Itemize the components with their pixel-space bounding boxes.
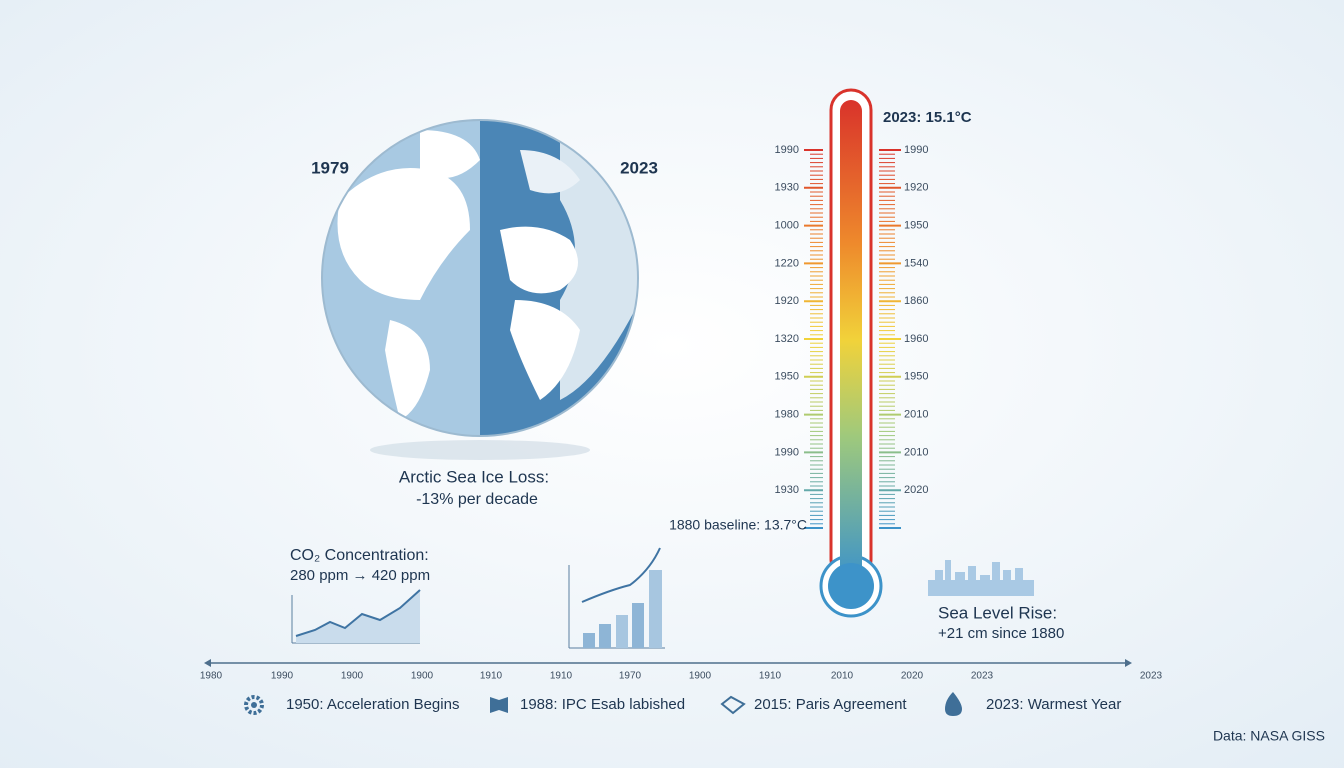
- timeline-label: 2023: [971, 671, 994, 682]
- left-scale-label: 1320: [775, 333, 799, 345]
- timeline-label: 1900: [689, 671, 712, 682]
- co2-subtitle: 280 ppm → 420 ppm: [290, 567, 430, 584]
- right-scale-label: 1950: [904, 371, 928, 383]
- right-scale-label: 2020: [904, 484, 928, 496]
- thermometer-ticks: 1990 1930 1000 1220 1920 1320 1950 1980 1990 1930…: [775, 144, 928, 529]
- left-scale-label: 1920: [775, 295, 799, 307]
- thermometer-baseline-label: 1880 baseline: 13.7°C: [669, 517, 807, 533]
- right-scale-label: 1860: [904, 295, 928, 307]
- timeline-label: 1910: [480, 671, 503, 682]
- right-scale-label: 2010: [904, 409, 928, 421]
- event-label: 1988: IPC Esab labished: [520, 696, 685, 713]
- globe-subtitle: -13% per decade: [416, 491, 538, 508]
- globe-title: Arctic Sea Ice Loss:: [399, 467, 549, 486]
- skyline: [928, 560, 1034, 596]
- left-scale-label: 1930: [775, 484, 799, 496]
- timeline-label: 1910: [550, 671, 573, 682]
- events: 1950: Acceleration Begins 1988: IPC Esab …: [286, 696, 1121, 713]
- left-scale-label: 1980: [775, 409, 799, 421]
- timeline-label: 2010: [831, 671, 854, 682]
- globe-shadow: [370, 440, 590, 460]
- growth-mini-chart: [568, 547, 665, 649]
- event-label: 1950: Acceleration Begins: [286, 696, 459, 713]
- right-scale-label: 1920: [904, 182, 928, 194]
- timeline-label: 2020: [901, 671, 924, 682]
- right-scale-label: 1950: [904, 220, 928, 232]
- left-scale-label: 1220: [775, 257, 799, 269]
- event-label: 2015: Paris Agreement: [754, 696, 907, 713]
- timeline-label: 2023: [1140, 671, 1163, 682]
- thermometer-fill: [840, 100, 862, 580]
- thermometer-top-label: 2023: 15.1°C: [883, 109, 972, 126]
- thermometer-bulb: [828, 563, 874, 609]
- left-scale-label: 1000: [775, 220, 799, 232]
- right-scale-label: 2010: [904, 446, 928, 458]
- co2-mini-chart: [291, 589, 421, 644]
- right-scale-label: 1960: [904, 333, 928, 345]
- timeline-label: 1990: [271, 671, 294, 682]
- left-scale-label: 1990: [775, 144, 799, 156]
- event-icons: [244, 692, 962, 716]
- globe-right-year: 2023: [620, 158, 658, 177]
- timeline-labels: 1980 1990 1900 1900 1910 1910 1970 1900 1910 2010…: [200, 671, 1163, 682]
- left-scale-label: 1930: [775, 182, 799, 194]
- sea-level-subtitle: +21 cm since 1880: [938, 625, 1064, 642]
- timeline-label: 1970: [619, 671, 642, 682]
- right-scale-label: 1990: [904, 144, 928, 156]
- co2-title: CO₂ Concentration:: [290, 547, 429, 564]
- event-label: 2023: Warmest Year: [986, 696, 1121, 713]
- left-scale-label: 1950: [775, 371, 799, 383]
- left-scale-label: 1990: [775, 446, 799, 458]
- timeline-label: 1980: [200, 671, 223, 682]
- globe-left-year: 1979: [311, 158, 349, 177]
- globe-outline: [321, 119, 639, 437]
- timeline-label: 1900: [341, 671, 364, 682]
- right-scale-label: 1540: [904, 257, 928, 269]
- sea-level-title: Sea Level Rise:: [938, 603, 1057, 622]
- timeline-label: 1900: [411, 671, 434, 682]
- timeline-label: 1910: [759, 671, 782, 682]
- source: Data: NASA GISS: [1213, 728, 1325, 744]
